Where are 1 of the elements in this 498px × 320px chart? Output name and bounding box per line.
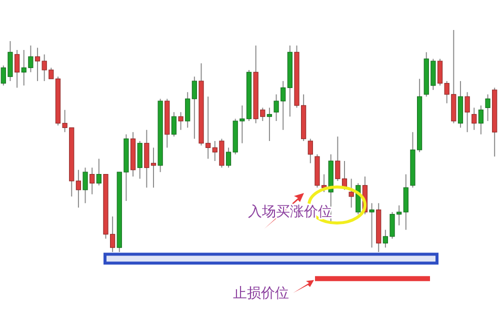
legend-label: 止损价位 (233, 286, 289, 302)
